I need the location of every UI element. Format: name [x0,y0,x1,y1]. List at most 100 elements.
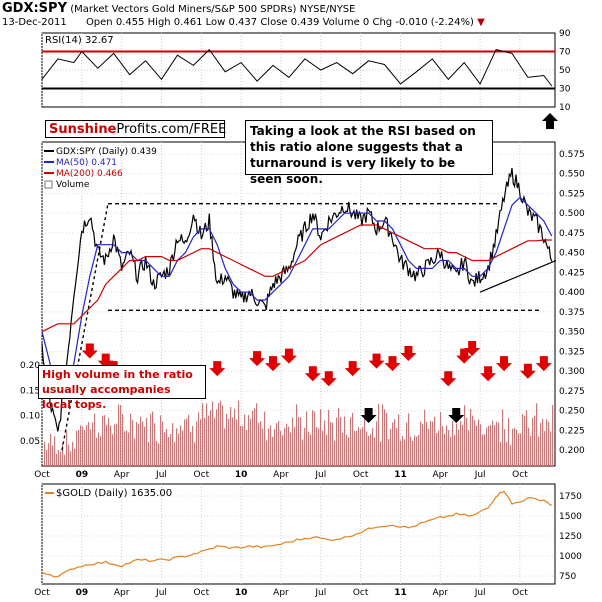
rsi-series-line [41,48,553,87]
volume-bar [228,418,230,466]
volume-bar [272,436,274,466]
volume-bar [232,417,234,466]
volume-bar [242,425,244,466]
rsi-note: Taking a look at the RSI based on this r… [245,120,493,186]
volume-bar [426,421,428,466]
volume-bar [118,404,120,466]
volume-bar [510,444,512,466]
volume-bar [444,434,446,466]
change-down-icon: ▼ [477,17,485,28]
x-tick-label: Oct [512,588,528,598]
volume-bar [144,426,146,466]
volume-bar [538,436,540,466]
brand-part1: Sunshine [49,122,117,137]
volume-bar [356,430,358,466]
volume-bar [352,412,354,466]
price-legend-entry: MA(50) 0.471 [56,158,117,168]
volume-bar [336,417,338,466]
volume-bar [168,437,170,466]
volume-bar [172,423,174,466]
volume-bar [292,417,294,466]
volume-bar [196,421,198,466]
volume-bar [126,430,128,466]
volume-bar [78,429,80,466]
volume-bar [66,431,68,466]
volume-bar [438,430,440,466]
volume-bar [92,422,94,466]
volume-bar [464,405,466,466]
volume-top-arrow-icon [280,348,297,364]
x-tick-label: Jul [155,470,167,480]
rsi-tick-label: 90 [559,29,571,39]
volume-bar [136,422,138,466]
volume-bar [542,418,544,466]
volume-bar [162,421,164,466]
price-legend-entry: Volume [56,180,90,190]
volume-bar [76,431,78,466]
volume-bar [134,438,136,466]
volume-bar [180,425,182,466]
volume-bar [306,411,308,466]
volume-bar [230,406,232,466]
x-tick-label: Jul [314,470,326,480]
volume-bar [220,400,222,466]
rsi-frame [41,32,556,108]
price-tick-label: 0.400 [559,288,585,298]
volume-bar [348,437,350,466]
volume-bar [154,423,156,466]
open-value: Open 0.455 [85,17,145,28]
volume-bar [302,439,304,466]
volume-bar [164,432,166,466]
volume-top-arrow-icon [456,348,473,364]
volume-bar [258,422,260,466]
price-tick-label: 0.225 [559,426,585,436]
price-legend-entry: GDX:SPY (Daily) 0.439 [56,147,157,157]
volume-bar [138,423,140,466]
volume-bar [212,401,214,466]
volume-bar [430,420,432,466]
volume-bar [394,419,396,466]
volume-bar [518,433,520,466]
volume-bar [290,432,292,466]
volume-bar [72,442,74,466]
gold-tick-label: 750 [559,572,576,582]
volume-bar [388,439,390,466]
volume-bar [236,419,238,466]
volume-bar [334,440,336,466]
volume-bar [64,454,66,466]
volume-top-arrow-icon [384,356,401,372]
ma50-series-line [41,196,553,396]
volume-bar [268,428,270,466]
volume-bar [410,436,412,466]
price-tick-label: 0.575 [559,150,585,160]
volume-bar [340,417,342,466]
volume-bar [476,425,478,466]
volume-top-arrow-icon [344,361,361,377]
volume-bar [478,419,480,466]
volume-top-arrow-icon [496,356,513,372]
volume-bar [324,420,326,466]
volume-bar [90,429,92,466]
volume-bar [450,436,452,466]
volume-bar [96,437,98,466]
volume-bar [528,427,530,466]
volume-bar [194,442,196,466]
volume-note: High volume in the ratio usually accompa… [38,365,206,411]
volume-top-arrow-icon [464,341,481,356]
volume-black-arrow-icon [360,408,377,423]
volume-bar [298,417,300,466]
x-tick-label: Oct [512,470,528,480]
volume-bar [206,403,208,466]
volume-bar [182,430,184,466]
price-series-line [41,168,553,432]
volume-bar [520,433,522,466]
volume-bar [396,427,398,466]
volume-bar [504,429,506,466]
volume-bar [46,449,48,466]
volume-bar [60,451,62,466]
x-tick-label: Apr [114,470,130,480]
x-tick-label: 11 [394,588,407,598]
volume-bar [296,404,298,466]
volume-bar [160,415,162,466]
volume-bar [110,425,112,466]
